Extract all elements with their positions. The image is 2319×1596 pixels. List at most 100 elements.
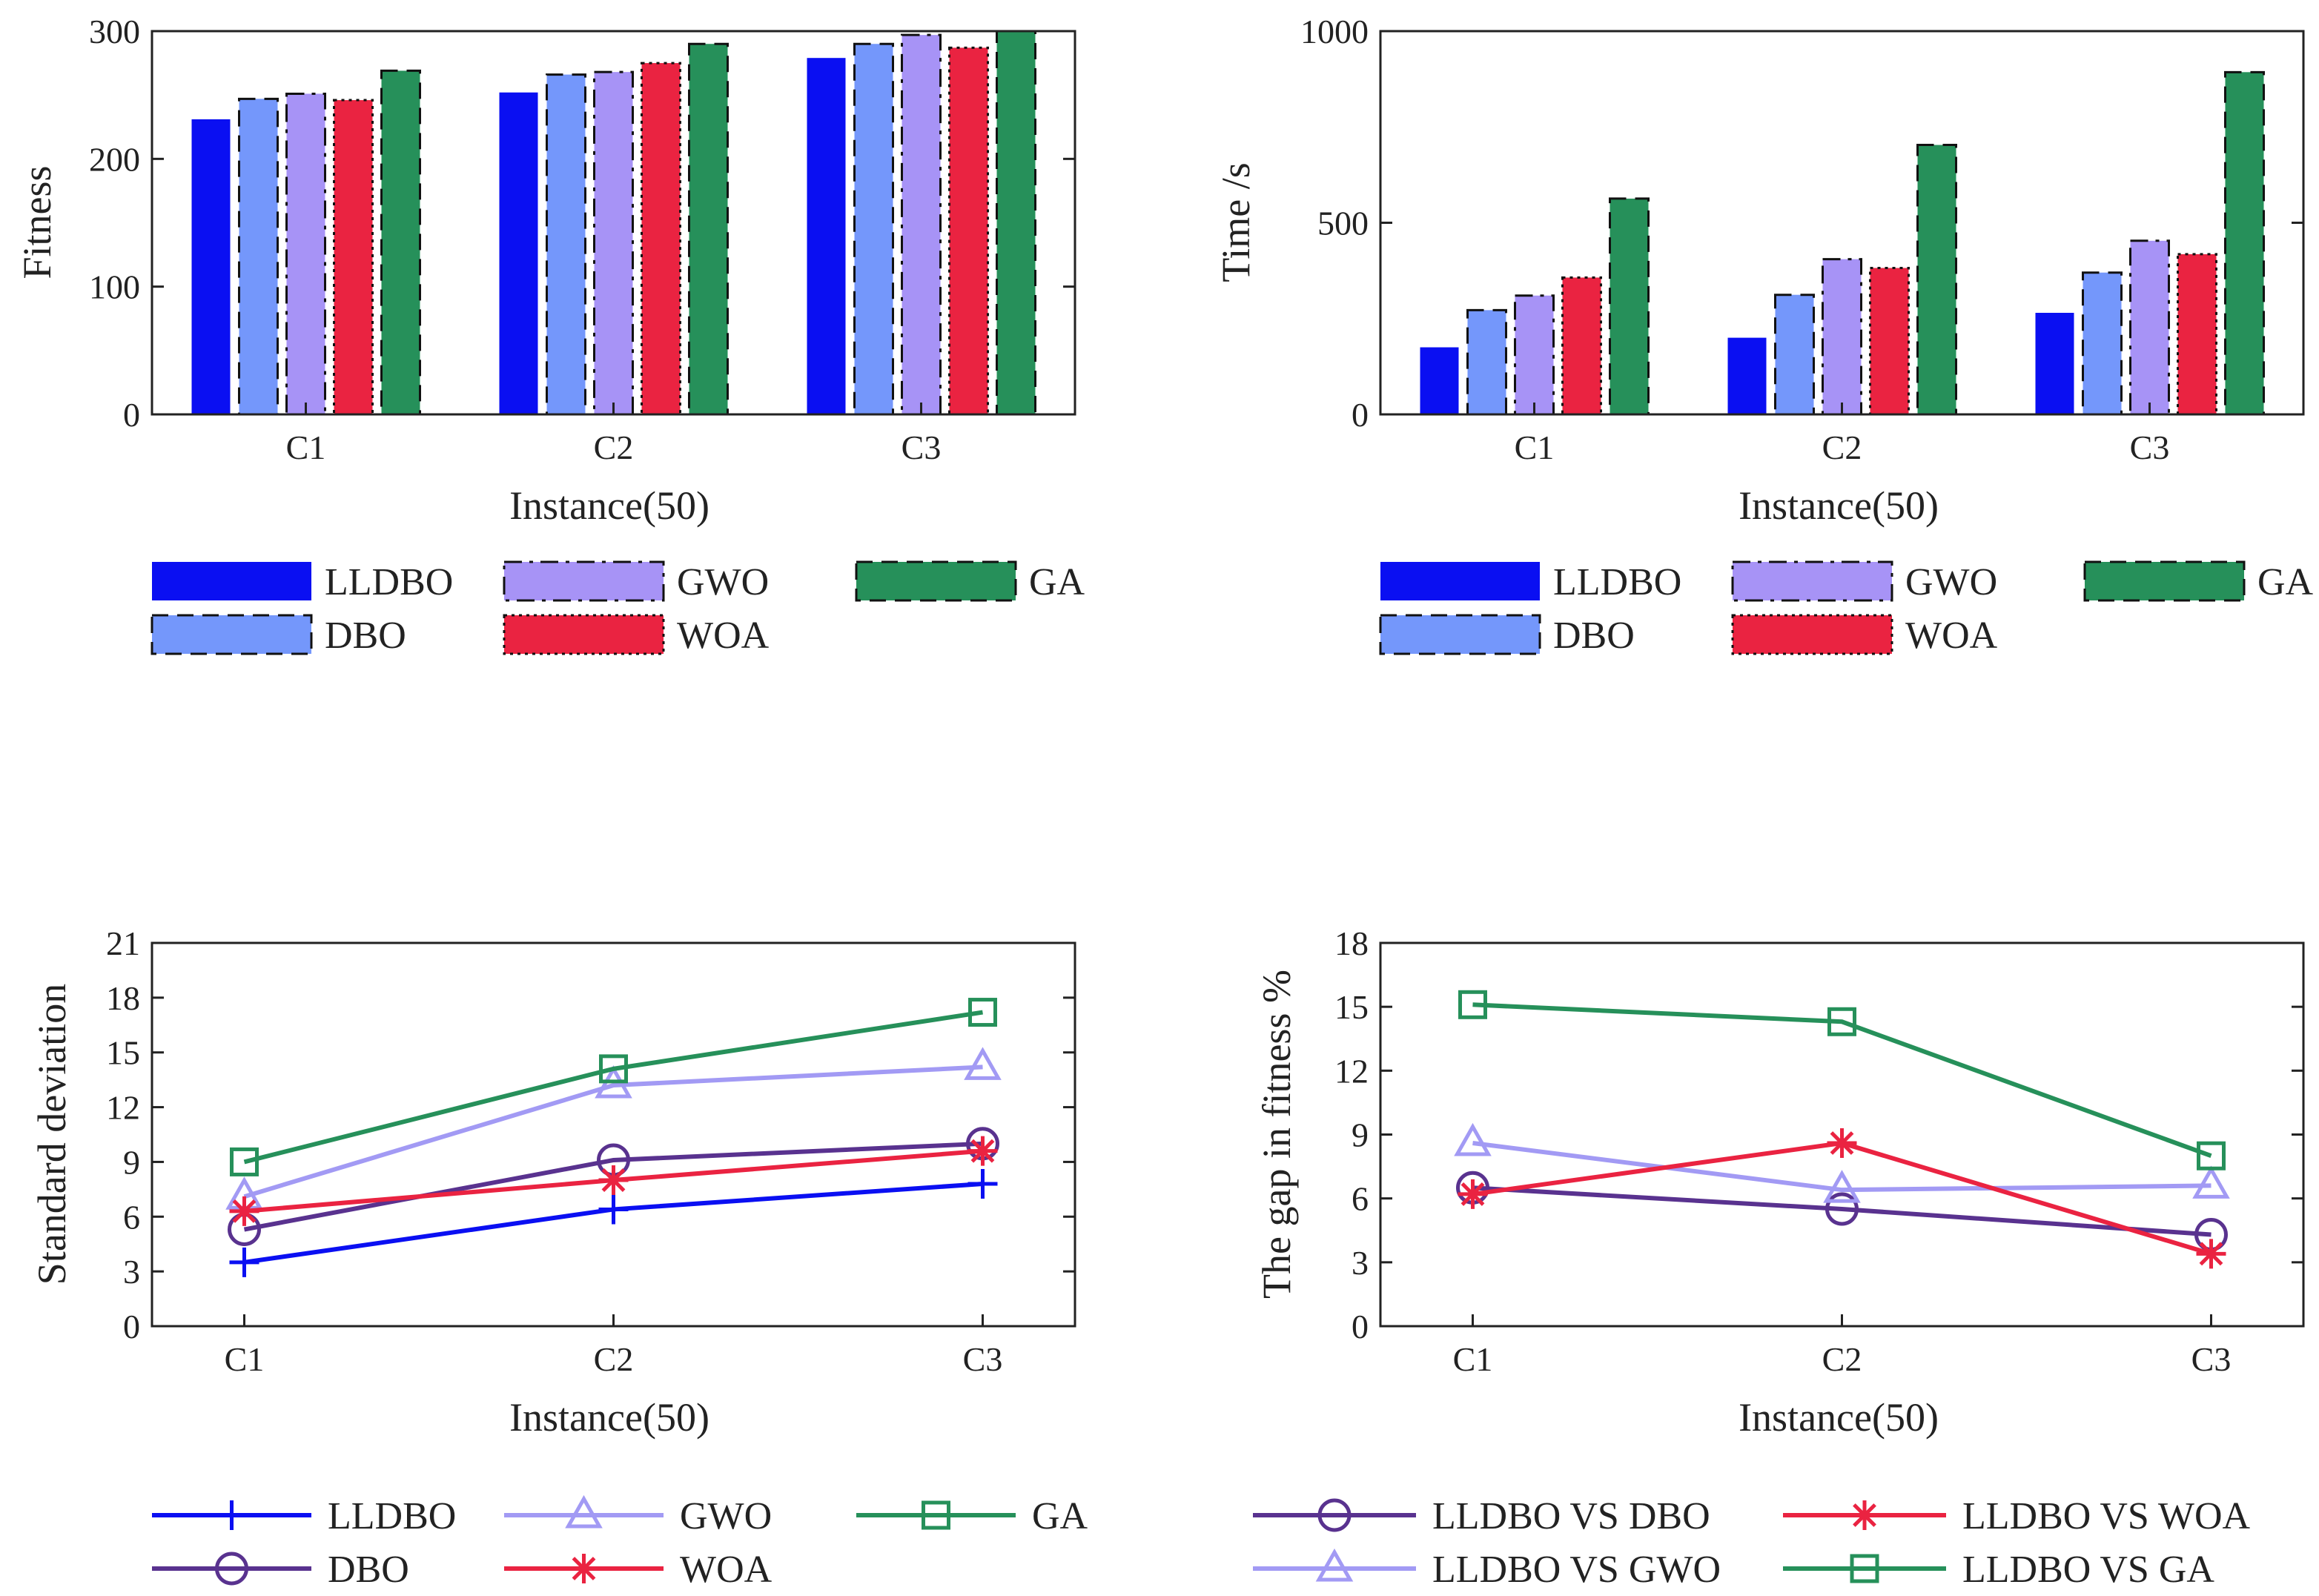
bar-dbo-c3: [853, 42, 894, 416]
point-lldbo-vs-ga-c1: [1458, 990, 1487, 1019]
legend-label-ga: GA: [1029, 561, 1085, 603]
legend-marker-ga: [922, 1500, 950, 1530]
y-tick-label: 18: [106, 979, 140, 1017]
y-tick-label: 12: [1334, 1052, 1369, 1090]
gap-x-label: Instance(50): [1739, 1395, 1939, 1440]
legend-label-dbo: DBO: [328, 1549, 409, 1591]
line-lldbo-vs-ga: [1472, 1002, 2212, 1159]
point-lldbo-vs-gwo-c1: [1454, 1122, 1492, 1156]
gap-x-ticks: C1 C2 C3: [1453, 1314, 2232, 1378]
bar-lldbo-c1: [191, 119, 231, 414]
bar-gwo-c2: [593, 70, 634, 416]
legend-swatch-lldbo: [1380, 562, 1540, 600]
legend-swatch-lldbo: [152, 562, 311, 600]
legend-marker-woa: [569, 1554, 599, 1583]
bar-gwo-c1: [1514, 294, 1555, 416]
point-ga-c1: [230, 1147, 259, 1176]
y-tick-label: 15: [106, 1034, 140, 1072]
line-lldbo-vs-woa: [1472, 1140, 2212, 1256]
legend-label-woa: WOA: [1905, 615, 1998, 657]
legend-marker-dbo: [215, 1552, 248, 1586]
legend-swatch-ga: [855, 560, 1017, 602]
legend-swatch-woa: [1731, 614, 1893, 655]
time-y-ticks: 0 500 1000: [1300, 13, 2303, 434]
point-lldbo-vs-ga-c2: [1827, 1007, 1856, 1036]
fitness-axes-frame: [150, 30, 1076, 416]
stddev-axes-frame: [150, 941, 1076, 1328]
y-tick-label: 18: [1334, 924, 1369, 962]
point-woa-c2: [598, 1165, 629, 1196]
legend-label-lldbo-vs-gwo: LLDBO VS GWO: [1432, 1549, 1721, 1591]
legend-swatch-ga: [2083, 560, 2246, 602]
fitness-legend: LLDBO DBO GWO WOA GA: [150, 560, 1085, 657]
line-gwo: [243, 1064, 983, 1199]
legend-marker-gwo: [565, 1494, 603, 1529]
point-lldbo-c2: [598, 1194, 629, 1225]
bar-ga-c1: [1609, 197, 1650, 416]
point-lldbo-vs-gwo-c2: [1823, 1170, 1861, 1203]
legend-marker-lldbo-vs-woa: [1850, 1500, 1879, 1530]
legend-swatch-dbo: [1379, 614, 1541, 655]
y-tick-label: 3: [123, 1253, 140, 1291]
line-ga: [243, 1010, 983, 1165]
x-tick-label: C1: [286, 428, 326, 466]
point-gwo-c3: [964, 1047, 1002, 1080]
gap-y-ticks: 0 3 6 9 12 15 18: [1334, 924, 2303, 1345]
bar-woa-c2: [1869, 267, 1910, 416]
legend-marker-lldbo: [216, 1500, 247, 1530]
gap-y-label: The gap in fitness %: [1254, 970, 1299, 1299]
stddev-legend: LLDBO DBO GWO WOA GA: [152, 1494, 1088, 1591]
bar-gwo-c2: [1822, 258, 1862, 416]
y-tick-label: 300: [89, 13, 140, 50]
bar-lldbo-c1: [1420, 347, 1459, 414]
point-lldbo-vs-woa-c1: [1458, 1179, 1488, 1209]
point-woa-c3: [967, 1136, 998, 1166]
stddev-x-ticks: C1 C2 C3: [225, 1314, 1003, 1378]
y-tick-label: 15: [1334, 988, 1369, 1026]
time-chart: 0 500 1000 C1 C2 C3 Time /s Instance(50) LLD…: [1214, 13, 2314, 657]
legend-marker-lldbo-vs-gwo: [1315, 1548, 1354, 1582]
bar-dbo-c2: [546, 73, 586, 416]
legend-label-dbo: DBO: [1553, 615, 1635, 657]
time-y-label: Time /s: [1214, 162, 1258, 282]
x-tick-label: C2: [594, 428, 634, 466]
x-tick-label: C3: [2130, 428, 2170, 466]
bar-dbo-c3: [2082, 271, 2123, 416]
gap-legend: LLDBO VS DBO LLDBO VS GWO LLDBO VS WOA LLDB…: [1253, 1495, 2251, 1591]
bar-lldbo-c2: [499, 92, 538, 414]
x-tick-label: C3: [2191, 1340, 2232, 1378]
point-lldbo-vs-woa-c2: [1827, 1128, 1857, 1158]
y-tick-label: 9: [1352, 1116, 1369, 1154]
stddev-lines: [225, 998, 1002, 1277]
bar-woa-c1: [333, 99, 374, 416]
bar-ga-c3: [2224, 70, 2265, 416]
point-ga-c2: [599, 1054, 628, 1084]
x-tick-label: C1: [225, 1340, 265, 1378]
time-x-label: Instance(50): [1739, 483, 1939, 528]
legend-label-lldbo: LLDBO: [328, 1495, 456, 1537]
stddev-y-ticks: 0 3 6 9 12 15 18 21: [106, 924, 1075, 1345]
bar-gwo-c3: [2129, 239, 2170, 416]
bar-dbo-c1: [238, 97, 279, 416]
stddev-x-label: Instance(50): [509, 1395, 709, 1440]
legend-label-lldbo: LLDBO: [1553, 561, 1681, 603]
x-tick-label: C2: [1822, 428, 1862, 466]
line-lldbo-vs-dbo: [1472, 1185, 2212, 1237]
y-tick-label: 6: [123, 1198, 140, 1236]
y-tick-label: 0: [1352, 1308, 1369, 1345]
bar-lldbo-c3: [2035, 312, 2074, 414]
bar-lldbo-c3: [807, 58, 846, 414]
y-tick-label: 21: [106, 924, 140, 962]
gap-chart: 0 3 6 9 12 15 18 C1 C2 C3 The gap in fitness % I…: [1253, 924, 2305, 1591]
bar-ga-c3: [996, 30, 1036, 416]
bar-woa-c3: [948, 46, 989, 416]
fitness-x-label: Instance(50): [509, 483, 709, 528]
point-lldbo-c1: [229, 1247, 259, 1277]
legend-label-dbo: DBO: [325, 615, 406, 657]
line-dbo: [243, 1141, 983, 1232]
legend-swatch-gwo: [503, 560, 665, 602]
x-tick-label: C3: [963, 1340, 1003, 1378]
legend-marker-lldbo-vs-ga: [1850, 1554, 1879, 1583]
bar-gwo-c3: [901, 33, 942, 416]
